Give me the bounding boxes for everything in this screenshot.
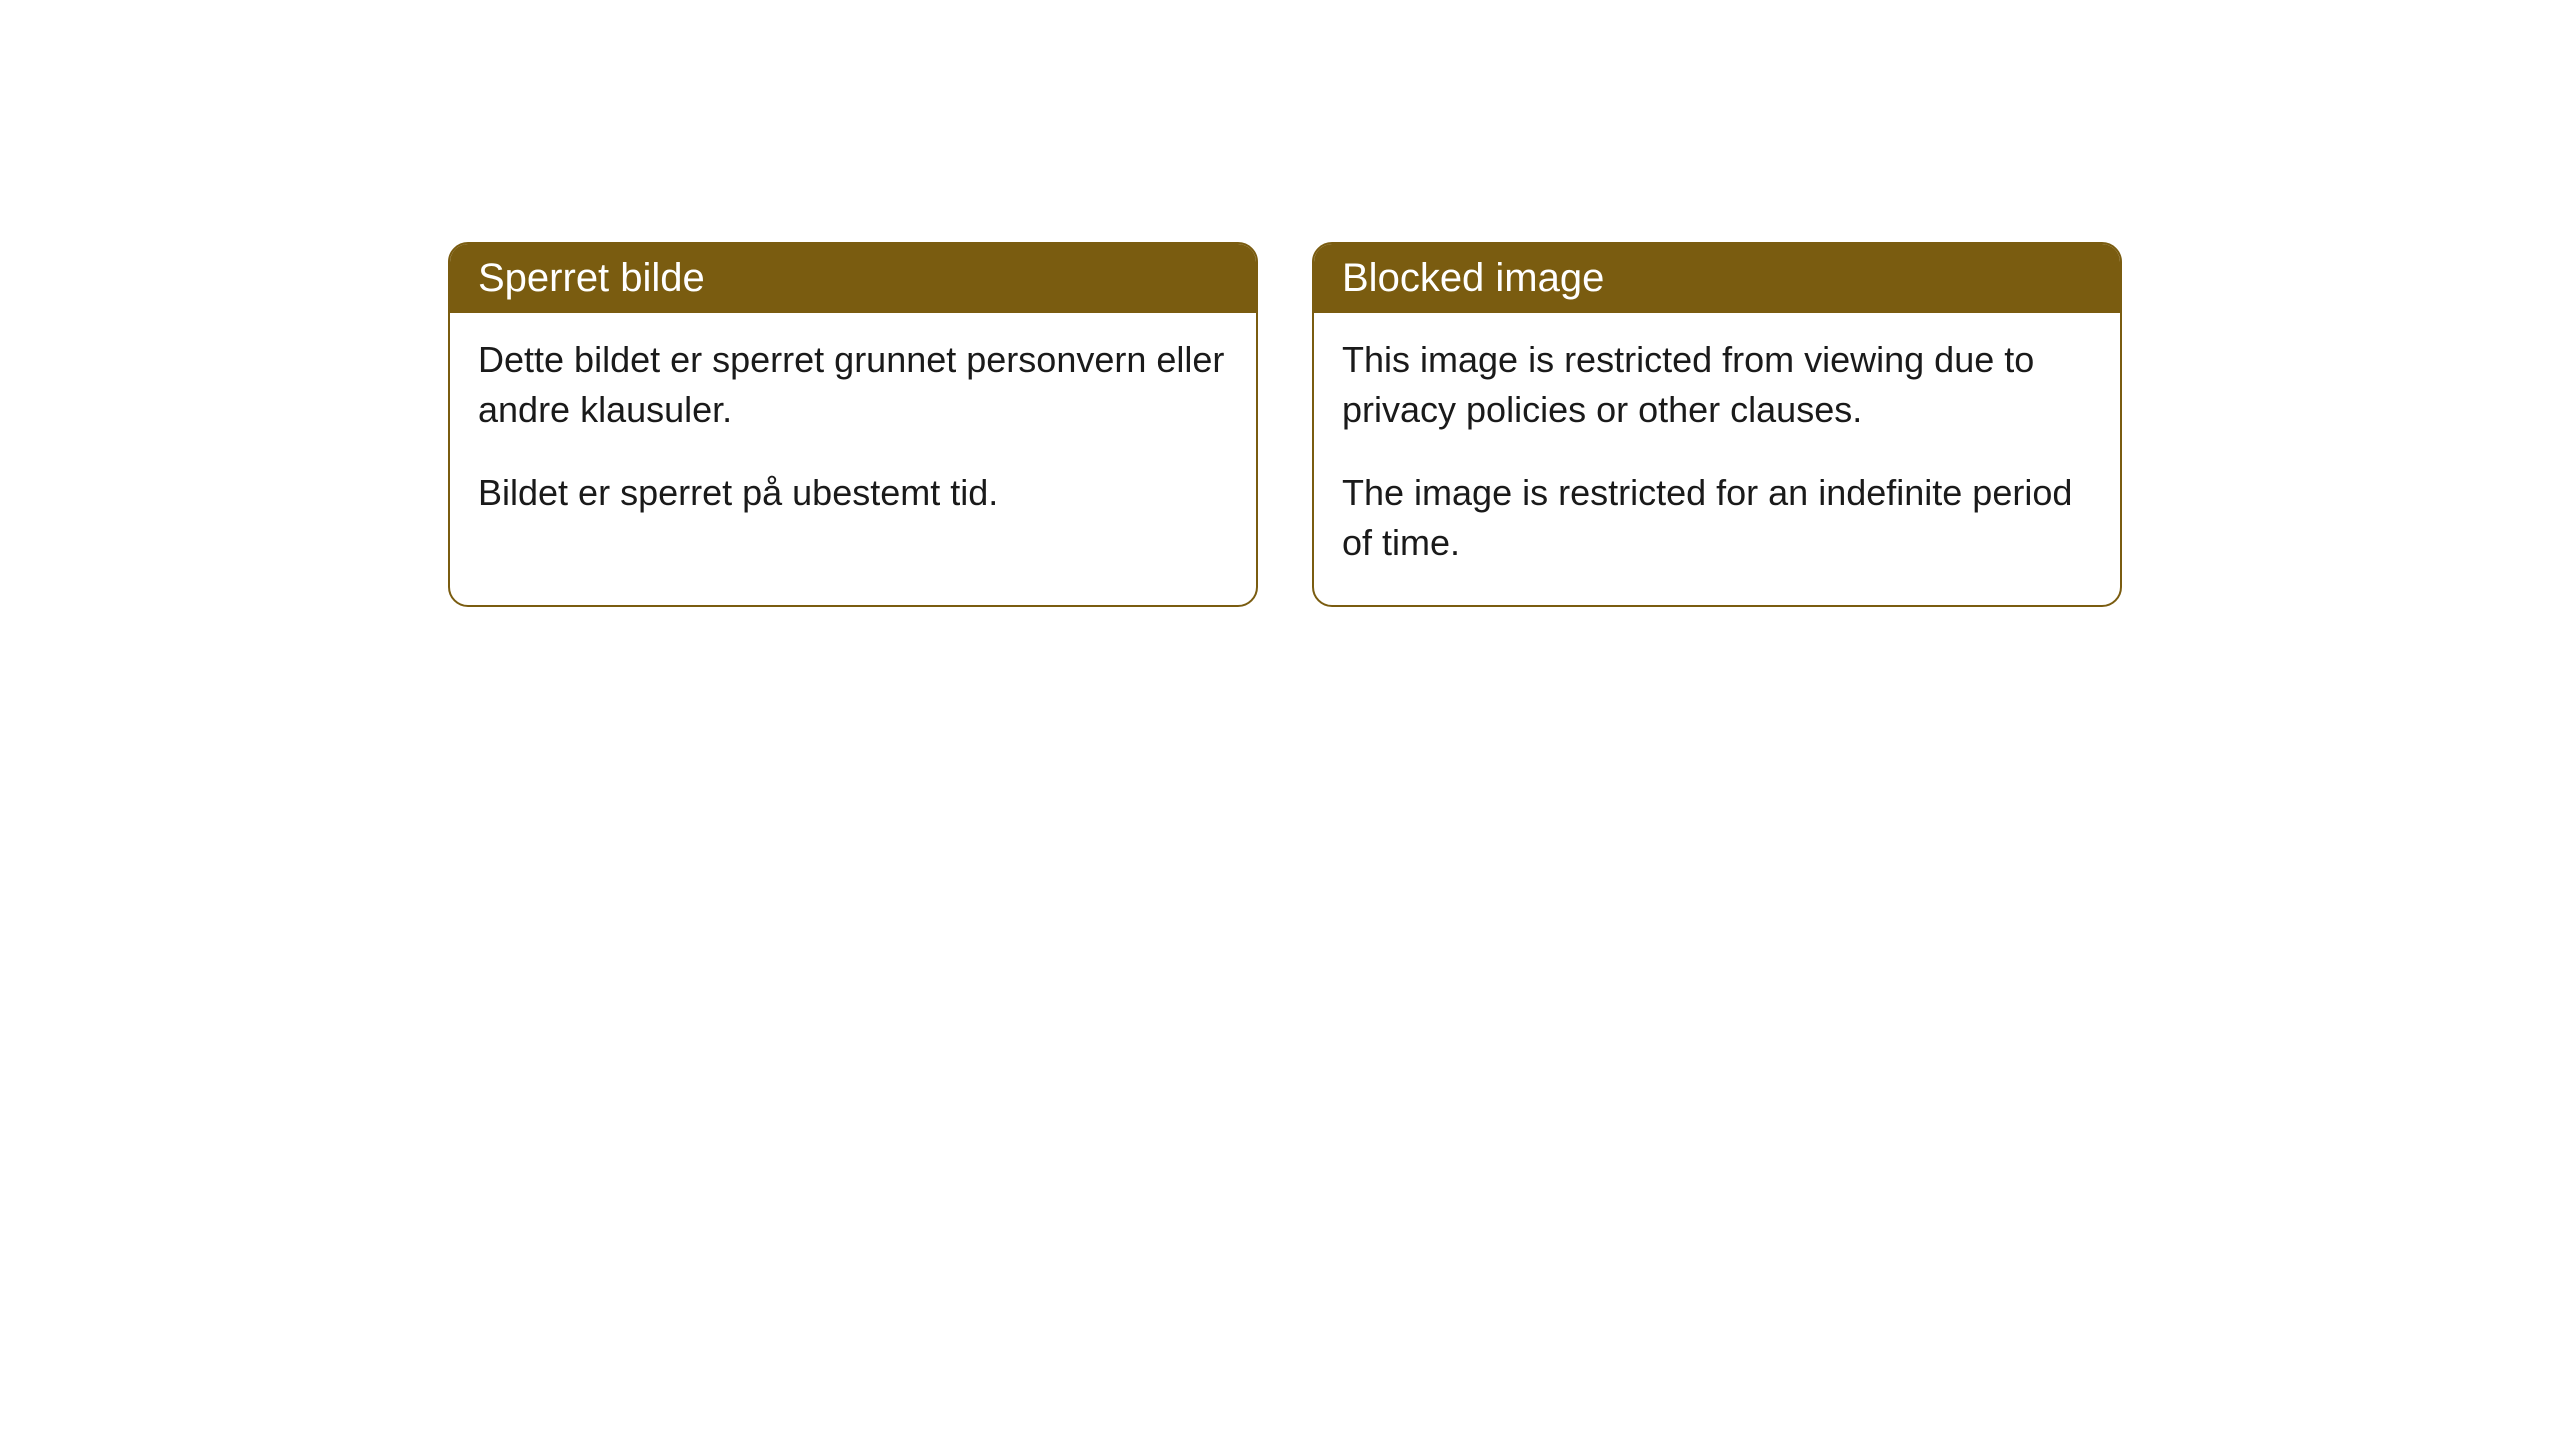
card-text-2: The image is restricted for an indefinit… [1342, 468, 2092, 569]
blocked-image-card-english: Blocked image This image is restricted f… [1312, 242, 2122, 607]
card-text-2: Bildet er sperret på ubestemt tid. [478, 468, 1228, 518]
card-title: Sperret bilde [478, 256, 705, 300]
blocked-image-card-norwegian: Sperret bilde Dette bildet er sperret gr… [448, 242, 1258, 607]
card-header-english: Blocked image [1314, 244, 2120, 313]
card-header-norwegian: Sperret bilde [450, 244, 1256, 313]
card-text-1: This image is restricted from viewing du… [1342, 335, 2092, 436]
card-body-english: This image is restricted from viewing du… [1314, 313, 2120, 605]
card-body-norwegian: Dette bildet er sperret grunnet personve… [450, 313, 1256, 554]
card-text-1: Dette bildet er sperret grunnet personve… [478, 335, 1228, 436]
card-title: Blocked image [1342, 256, 1604, 300]
cards-container: Sperret bilde Dette bildet er sperret gr… [0, 0, 2560, 607]
